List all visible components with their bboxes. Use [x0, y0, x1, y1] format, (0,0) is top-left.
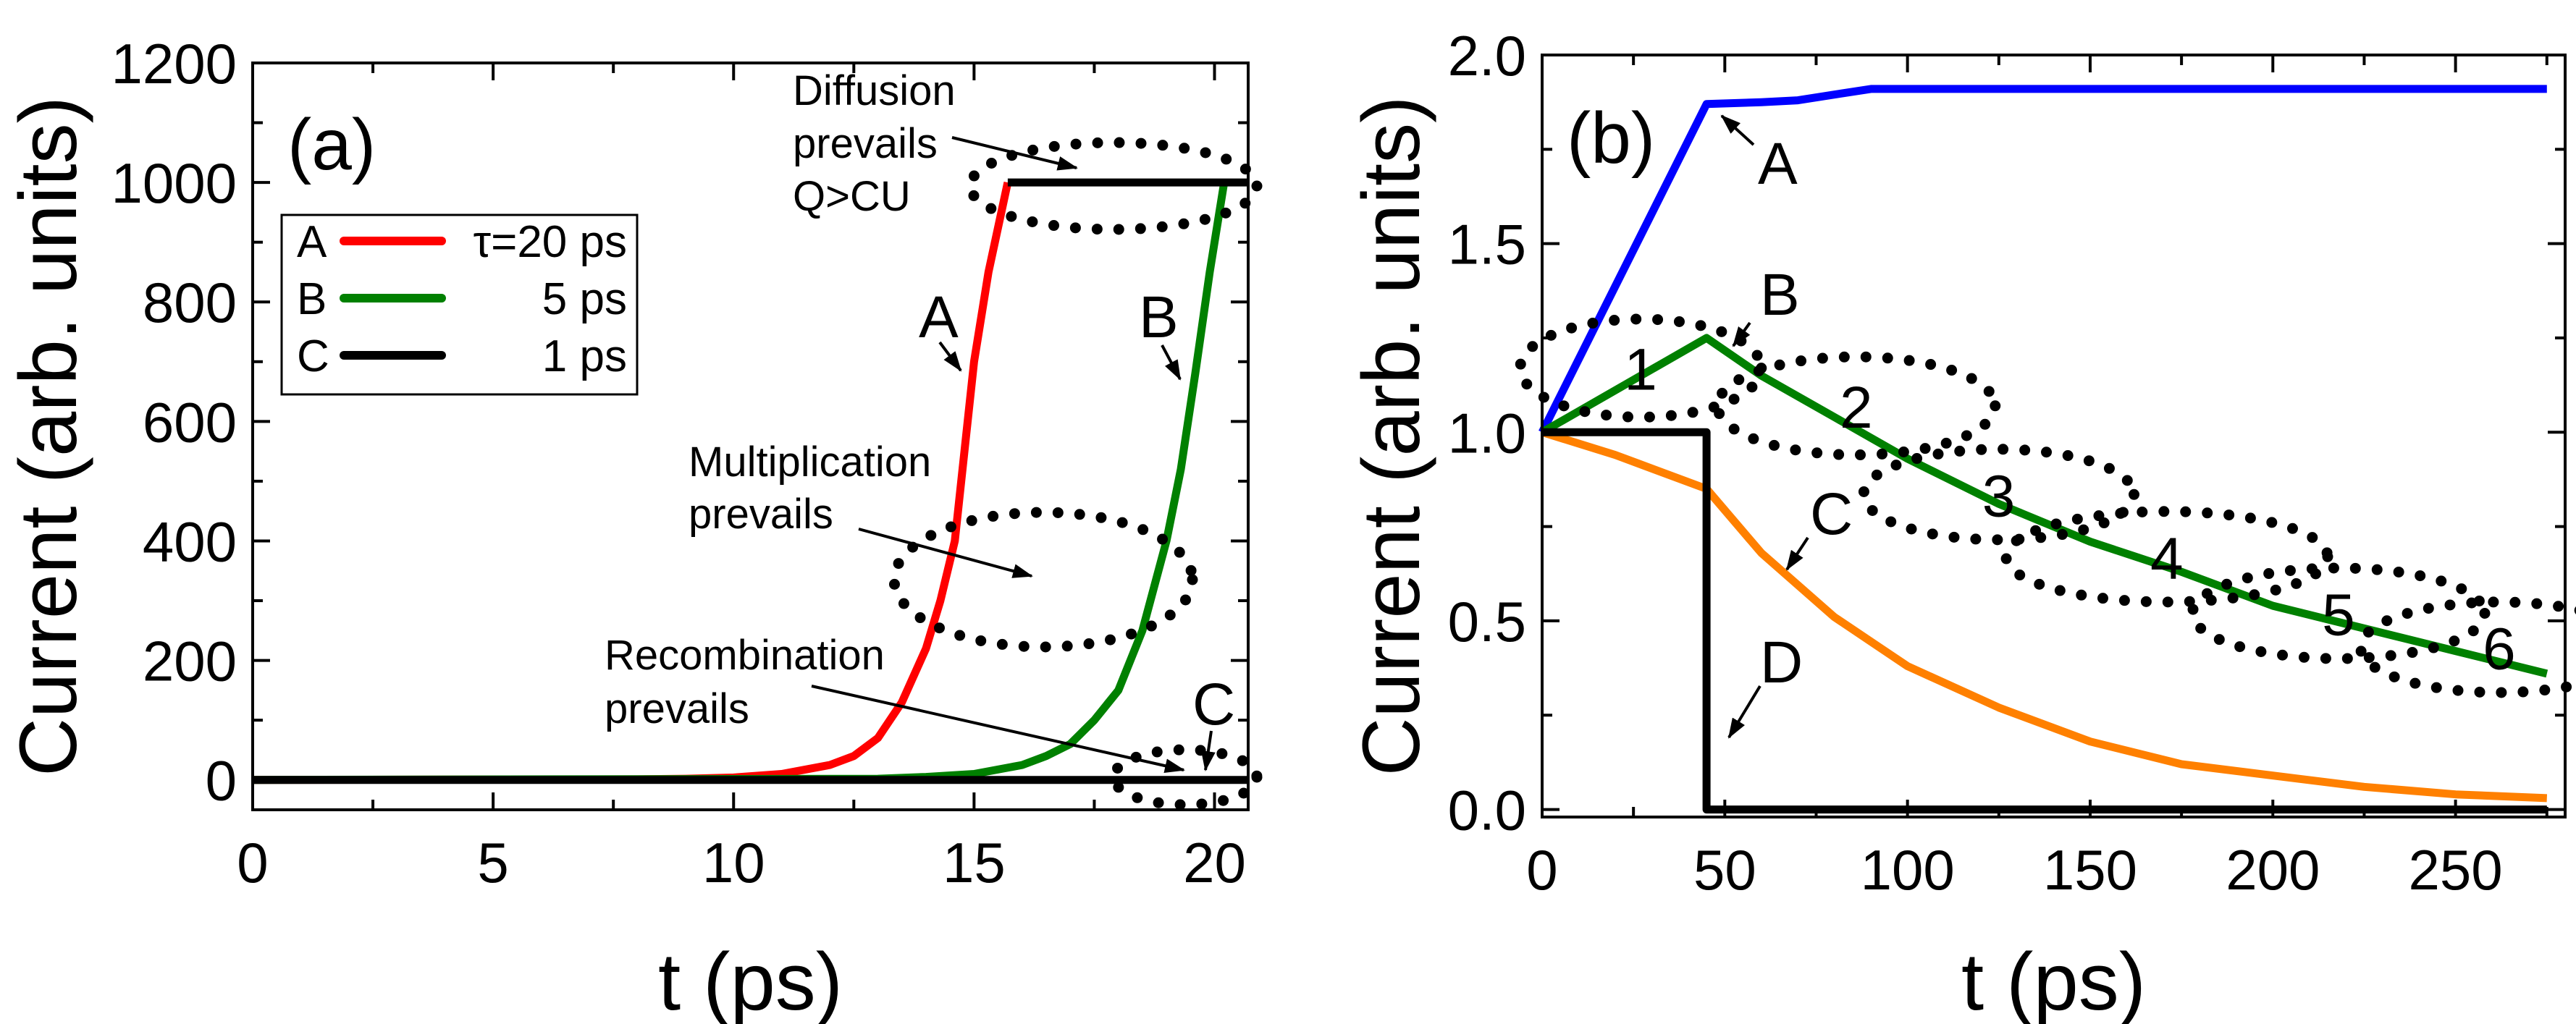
legend-box [280, 213, 639, 396]
diffusion-region-ellipse [964, 137, 1263, 235]
y-tick-label: 1.5 [1448, 213, 1526, 276]
series-line-c [1541, 428, 2548, 803]
annotation-region-6: 6 [2483, 616, 2516, 682]
x-tick-label: 15 [943, 831, 1006, 894]
y-axis-label: Current (arb. units) [3, 96, 93, 777]
series-line-b [1540, 334, 2548, 678]
annotation-curve-B: B [1760, 262, 1800, 328]
x-tick-label: 10 [702, 831, 765, 894]
region-5-ellipse [2186, 562, 2491, 664]
y-tick-label: 600 [143, 390, 237, 454]
legend-label: τ=20 ps [473, 217, 627, 267]
curve-a-arrow [1720, 114, 1755, 146]
curve-b-arrow [1161, 344, 1182, 381]
curve-c-arrow [1200, 730, 1216, 771]
annotation-curve-D: D [1760, 630, 1803, 695]
region-6-ellipse [2354, 596, 2576, 698]
legend-label: 5 ps [542, 274, 627, 324]
x-tick-label: 0 [237, 831, 268, 894]
diffusion-arrow [951, 136, 1078, 171]
annotation-curve-B: B [1139, 284, 1179, 350]
curve-c-arrow [1785, 536, 1809, 571]
annotation-multiplication: Multiplication [689, 439, 931, 486]
y-tick-label: 0 [206, 749, 237, 813]
chart-panel-b: 0 50 100 150 200 250 0.0 0.5 1.0 1.5 2.0 t (ps) Curr… [1346, 24, 2576, 1024]
multiplication-region-ellipse [888, 507, 1198, 653]
y-tick-label: 1200 [111, 32, 237, 96]
panel-label: (a) [287, 104, 376, 185]
panel-label: (b) [1567, 98, 1655, 179]
x-tick-label: 150 [2043, 838, 2137, 902]
annotation-region-1: 1 [1624, 337, 1657, 403]
y-tick-label: 1000 [111, 151, 237, 215]
annotation-recombination: Recombination [605, 632, 885, 679]
x-tick-label: 50 [1693, 838, 1756, 902]
annotation-curve-A: A [919, 284, 959, 350]
curve-d-arrow [1727, 685, 1761, 739]
annotation-diffusion: Q>CU [793, 173, 911, 220]
x-tick-label: 20 [1183, 831, 1246, 894]
region-3-ellipse [1858, 444, 2140, 546]
x-tick-label: 200 [2226, 838, 2320, 902]
plot-frame [1541, 54, 2567, 818]
annotation-multiplication: prevails [689, 491, 833, 538]
x-tick-label: 0 [1526, 838, 1557, 902]
legend-key: A [297, 217, 327, 267]
x-axis-label: t (ps) [658, 936, 843, 1024]
region-2-ellipse [1712, 351, 2001, 461]
annotation-region-2: 2 [1840, 375, 1873, 441]
annotation-curve-C: C [1192, 672, 1235, 737]
annotation-diffusion: prevails [793, 120, 938, 167]
annotation-region-4: 4 [2150, 525, 2184, 591]
x-tick-label: 5 [477, 831, 508, 894]
x-tick-label: 100 [1861, 838, 1955, 902]
legend-label: 1 ps [542, 331, 627, 381]
annotation-curve-C: C [1810, 481, 1853, 547]
annotation-recombination: prevails [605, 685, 749, 732]
y-axis-label: Current (arb. units) [1346, 96, 1436, 777]
y-tick-label: 400 [143, 509, 237, 573]
series-line-d [1542, 428, 2547, 814]
x-tick-label: 250 [2409, 838, 2503, 902]
legend-key: B [297, 274, 327, 324]
annotation-region-5: 5 [2322, 583, 2355, 648]
y-tick-label: 200 [143, 630, 237, 693]
series-line-a [1539, 85, 2547, 434]
annotation-diffusion: Diffusion [793, 67, 956, 114]
annotation-region-3: 3 [1982, 463, 2016, 529]
y-tick-label: 1.0 [1448, 401, 1526, 465]
plot-frame [251, 62, 1250, 811]
curve-a-arrow [938, 341, 962, 372]
region-4-ellipse [2000, 506, 2333, 608]
x-axis-label: t (ps) [1961, 936, 2146, 1024]
y-tick-label: 2.0 [1448, 24, 1526, 88]
curve-b-arrow [1732, 321, 1751, 347]
recombination-region-ellipse [1108, 744, 1263, 811]
y-tick-label: 0.0 [1448, 779, 1526, 842]
y-tick-label: 800 [143, 271, 237, 334]
multiplication-arrow [858, 528, 1033, 578]
legend-key: C [297, 331, 329, 381]
y-tick-label: 0.5 [1448, 590, 1526, 653]
annotation-curve-A: A [1758, 131, 1798, 197]
recombination-arrow [811, 685, 1185, 774]
